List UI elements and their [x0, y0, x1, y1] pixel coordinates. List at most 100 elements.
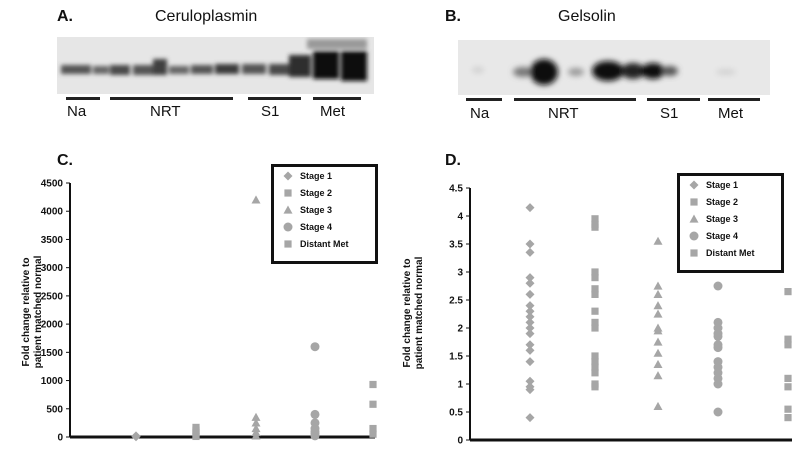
data-point-stage-2 — [591, 363, 599, 371]
legend-item: Stage 3 — [274, 201, 375, 218]
legend-marker — [284, 188, 292, 197]
legend-marker — [689, 180, 699, 189]
lane-label-nrt-b: NRT — [548, 105, 579, 122]
legend-item: Distant Met — [274, 235, 375, 252]
lane-line-s1 — [248, 97, 301, 100]
data-point-stage-4 — [713, 331, 723, 341]
legend-c: Stage 1 Stage 2 Stage 3 Stage 4 Distant Met — [271, 164, 378, 264]
data-point-stage-4 — [713, 281, 723, 291]
data-point-stage-3 — [653, 309, 663, 318]
legend-label: Stage 2 — [300, 187, 333, 198]
data-point-stage-4 — [310, 342, 320, 352]
data-point-stage-3 — [653, 401, 663, 410]
lane-line-met — [313, 97, 361, 100]
legend-label: Distant Met — [706, 247, 755, 258]
legend-label: Stage 1 — [300, 170, 333, 181]
y-tick-label: 1 — [457, 380, 463, 391]
data-point-stage-3 — [653, 236, 663, 245]
data-point-stage-3 — [251, 424, 261, 433]
data-point-stage-2 — [192, 423, 200, 432]
data-point-stage-1 — [525, 312, 535, 322]
y-tick-label: 4.5 — [449, 184, 463, 195]
y-tick-label: 4500 — [41, 179, 64, 190]
legend-marker-icon — [284, 239, 292, 248]
y-tick-label: 500 — [46, 404, 63, 415]
data-point-stage-3 — [653, 371, 663, 380]
lane-label-met: Met — [320, 103, 346, 120]
legend-marker — [690, 248, 698, 257]
legend-marker-icon — [283, 205, 293, 214]
legend-item: Stage 4 — [274, 218, 375, 235]
data-point-stage-2 — [591, 290, 599, 298]
panel-b-title: Gelsolin — [558, 8, 616, 25]
legend-item: Stage 2 — [680, 193, 781, 210]
data-point-stage-1 — [525, 301, 535, 311]
legend-marker-icon — [284, 188, 292, 197]
data-point-stage-2 — [591, 215, 599, 223]
legend-marker — [283, 205, 293, 214]
data-point-stage-1 — [525, 273, 535, 283]
y-tick-label: 3000 — [41, 263, 64, 274]
lane-line-na — [66, 97, 100, 100]
lane-line-nrt — [110, 97, 233, 100]
y-tick-label: 1000 — [41, 376, 64, 387]
data-point-stage-2 — [591, 223, 599, 231]
legend-marker — [689, 231, 699, 240]
data-point-stage-2 — [591, 285, 599, 293]
legend-item: Stage 4 — [680, 227, 781, 244]
data-point-stage-2 — [591, 358, 599, 366]
legend-label: Stage 4 — [706, 230, 739, 241]
data-point-stage-1 — [525, 317, 535, 327]
data-point-stage-2 — [591, 268, 599, 276]
data-point-stage-4 — [713, 343, 723, 353]
data-point-stage-1 — [525, 247, 535, 257]
panel-d-letter: D. — [445, 152, 461, 169]
data-point-stage-3 — [251, 412, 261, 421]
legend-marker-icon — [690, 197, 698, 206]
lane-label-na-b: Na — [470, 105, 490, 122]
data-point-stage-3 — [653, 289, 663, 298]
data-point-stage-4 — [713, 407, 723, 417]
data-point-stage-2 — [591, 352, 599, 360]
legend-label: Distant Met — [300, 238, 349, 249]
legend-item: Stage 1 — [274, 167, 375, 184]
panel-c-letter: C. — [57, 152, 73, 169]
legend-item: Stage 3 — [680, 210, 781, 227]
data-point-stage-1 — [525, 239, 535, 249]
data-point-stage-1 — [525, 345, 535, 355]
data-point-stage-1 — [525, 289, 535, 299]
lane-line-s1-b — [647, 98, 700, 101]
data-point-distant-met — [369, 424, 377, 433]
legend-label: Stage 1 — [706, 179, 739, 190]
legend-marker — [283, 171, 293, 180]
data-point-stage-4 — [713, 379, 723, 389]
ceruloplasmin-blot-image — [57, 37, 374, 94]
data-point-stage-3 — [251, 418, 261, 427]
data-point-stage-3 — [653, 337, 663, 346]
data-point-distant-met — [784, 414, 792, 422]
lane-label-s1-b: S1 — [660, 105, 679, 122]
legend-marker — [284, 239, 292, 248]
legend-marker-icon — [283, 171, 293, 180]
data-point-stage-1 — [525, 278, 535, 288]
y-tick-label: 3.5 — [449, 240, 463, 251]
legend-marker — [283, 222, 293, 231]
y-tick-label: 1500 — [41, 348, 64, 359]
data-point-stage-2 — [591, 324, 599, 332]
legend-d: Stage 1 Stage 2 Stage 3 Stage 4 Distant Met — [677, 173, 784, 273]
data-point-stage-1 — [525, 385, 535, 395]
data-point-stage-2 — [591, 307, 599, 315]
data-point-stage-1 — [525, 340, 535, 350]
legend-label: Stage 3 — [706, 213, 739, 224]
data-point-distant-met — [784, 374, 792, 382]
data-point-stage-2 — [591, 383, 599, 391]
y-tick-label: 2 — [457, 324, 463, 335]
data-point-stage-2 — [591, 318, 599, 326]
y-tick-label: 1.5 — [449, 352, 463, 363]
chart-d: 0 0.5 1 1.5 2 2.5 3 3.5 4 4.5 — [449, 184, 792, 447]
lane-line-met-b — [708, 98, 760, 101]
legend-item: Stage 1 — [680, 176, 781, 193]
data-point-stage-4 — [310, 409, 320, 419]
gelsolin-blot-svg — [458, 40, 770, 95]
data-point-stage-3 — [653, 348, 663, 357]
